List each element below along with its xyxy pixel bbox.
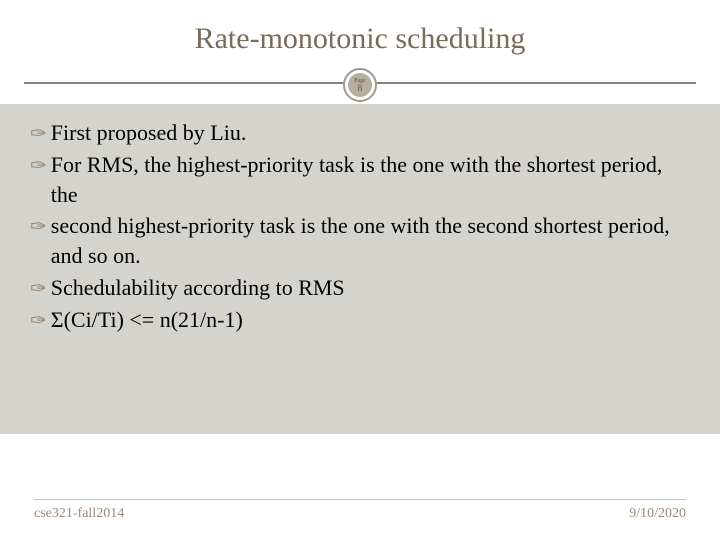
bullet-text: Σ(Ci/Ti) <= n(21/n-1): [51, 305, 690, 335]
bullet-icon: ✑: [30, 153, 47, 180]
slide-title: Rate-monotonic scheduling: [0, 0, 720, 64]
footer-right: 9/10/2020: [629, 506, 686, 522]
bullet-item: ✑ Schedulability according to RMS: [30, 273, 690, 303]
bullet-item: ✑ First proposed by Liu.: [30, 118, 690, 148]
bullet-icon: ✑: [30, 276, 47, 303]
bullet-text: First proposed by Liu.: [51, 118, 690, 148]
bullet-item: ✑ second highest-priority task is the on…: [30, 211, 690, 270]
content-area: ✑ First proposed by Liu. ✑ For RMS, the …: [0, 104, 720, 434]
bullet-icon: ✑: [30, 308, 47, 335]
divider: Page 8: [0, 64, 720, 104]
bullet-icon: ✑: [30, 214, 47, 241]
bullet-text: For RMS, the highest-priority task is th…: [51, 150, 690, 209]
bullet-text: Schedulability according to RMS: [51, 273, 690, 303]
footer: cse321-fall2014 9/10/2020: [34, 499, 686, 522]
slide: Rate-monotonic scheduling Page 8 ✑ First…: [0, 0, 720, 540]
page-badge-number: 8: [358, 84, 363, 93]
page-badge: Page 8: [343, 68, 377, 102]
bullet-text: second highest-priority task is the one …: [51, 211, 690, 270]
bullet-item: ✑ Σ(Ci/Ti) <= n(21/n-1): [30, 305, 690, 335]
footer-left: cse321-fall2014: [34, 506, 124, 522]
bullet-icon: ✑: [30, 121, 47, 148]
bullet-item: ✑ For RMS, the highest-priority task is …: [30, 150, 690, 209]
page-badge-inner: Page 8: [348, 73, 372, 97]
